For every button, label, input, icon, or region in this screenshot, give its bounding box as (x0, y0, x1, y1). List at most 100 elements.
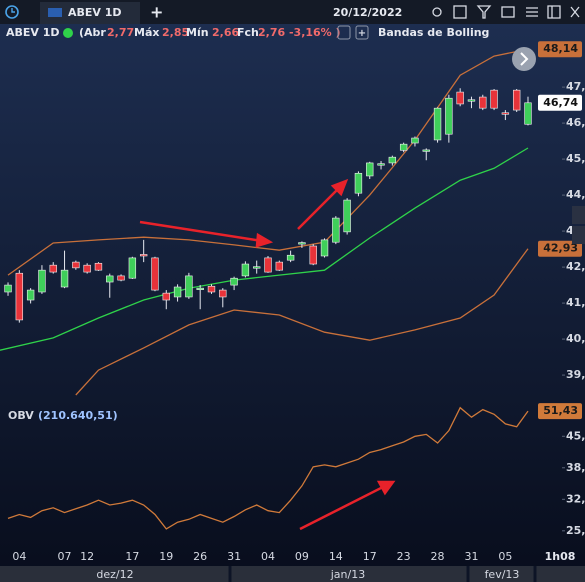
candle-body (128, 257, 137, 279)
scroll-button[interactable] (512, 47, 536, 71)
candle-body (106, 275, 114, 283)
candle-body (490, 89, 498, 109)
panel-subtitle: (210.640,51) (38, 409, 118, 422)
add-button[interactable] (355, 25, 369, 40)
price-tag-label: 51,43 (543, 404, 578, 417)
candle-body (377, 163, 385, 166)
tab-label: ABEV 1D (68, 6, 122, 19)
candle-body (512, 89, 521, 111)
candle-body (196, 287, 204, 290)
scroll-chevron (520, 52, 529, 66)
candle-body (173, 286, 182, 298)
candle-body (15, 272, 24, 321)
axis-button[interactable] (572, 226, 585, 244)
x-tick-label: 19 (159, 550, 173, 563)
price-tag (538, 240, 582, 257)
x-tick-label: 23 (397, 550, 411, 563)
y-tick-label: 41,51 (566, 296, 585, 309)
date: 20/12/2022 (333, 6, 402, 19)
x-tick-label: 05 (498, 550, 512, 563)
candle-body (411, 137, 419, 144)
toolbar-icons (432, 5, 580, 19)
candle-body (388, 156, 397, 164)
arrow-head (255, 232, 274, 248)
candle-body (467, 99, 476, 102)
candle-body (332, 217, 340, 243)
candle-body (83, 264, 91, 273)
candle-body (320, 239, 329, 257)
status-dot (63, 28, 73, 38)
y-tick-label: 45,90 (566, 429, 585, 442)
y-tick-label: 47,15 (566, 80, 585, 93)
legend-symbol: ABEV 1D (6, 26, 60, 39)
y-tick-label: 45,27 (566, 152, 585, 165)
screen-icon[interactable] (501, 6, 515, 18)
month-label: fev/13 (485, 568, 520, 581)
month-bar (0, 566, 585, 582)
candle-body (479, 96, 487, 109)
arrow-head (330, 178, 349, 197)
interval: 1h08 (545, 550, 576, 563)
candle-body (38, 269, 46, 293)
menu-icon[interactable] (526, 7, 538, 17)
add-tab[interactable]: + (150, 3, 163, 22)
legend-close-label: Fch (237, 26, 259, 39)
candle-body (185, 275, 193, 298)
arrow-head (376, 480, 396, 496)
x-tick-label: 04 (12, 550, 26, 563)
panel-title: OBV (8, 409, 34, 422)
price-tag-label: 46,74 (543, 96, 578, 109)
x-tick-label: 28 (431, 550, 445, 563)
x-tick-label: 31 (464, 550, 478, 563)
month-label: dez/12 (96, 568, 133, 581)
legend-high-label: Máx (134, 26, 159, 39)
band-line (0, 147, 529, 351)
candle-body (275, 261, 283, 271)
legend-close: 2,76 -3,16% ) (258, 26, 341, 39)
y-tick-label: 40,57 (566, 332, 585, 345)
settings-button[interactable] (337, 25, 351, 40)
candle-body (343, 199, 351, 233)
y-tick-label: 42,45 (566, 260, 585, 273)
candle-body (219, 289, 227, 298)
panel-icon[interactable] (547, 5, 561, 19)
candle-body (264, 257, 272, 273)
candle-body (286, 254, 295, 261)
candle-body (72, 261, 80, 269)
share-icon[interactable] (432, 7, 442, 17)
candle-body (524, 102, 532, 125)
y-tick-label: 46,21 (566, 116, 585, 129)
candle-body (117, 275, 125, 281)
band-line (7, 48, 529, 276)
candle-body (241, 263, 250, 277)
price-tag (538, 94, 582, 111)
x-tick-label: 04 (261, 550, 275, 563)
axis-button[interactable] (572, 206, 585, 224)
arrow (297, 186, 341, 230)
candle-body (501, 112, 510, 115)
y-tick-label: 39,63 (566, 368, 585, 381)
clock-icon[interactable] (5, 5, 19, 19)
candle-body (366, 162, 374, 177)
x-tick-label: 09 (295, 550, 309, 563)
arrows (139, 178, 396, 531)
legend-high: 2,85 (162, 26, 189, 39)
x-tick-label: 17 (363, 550, 377, 563)
tab[interactable] (40, 2, 140, 24)
add-button-plus: + (358, 28, 366, 39)
layout-icon[interactable] (453, 5, 467, 19)
filter-icon[interactable] (476, 5, 492, 19)
candle-body (354, 172, 363, 194)
price-tag (538, 41, 582, 58)
candle-body (139, 254, 148, 257)
close-icon[interactable] (570, 6, 580, 18)
clock-hand (11, 8, 15, 13)
price-tag-label: 48,14 (543, 42, 578, 55)
candle-body (4, 284, 12, 293)
candle-body (445, 97, 453, 135)
y-tick-label: 32,07 (566, 492, 585, 505)
price-tag-label: 42,93 (543, 242, 578, 255)
candle-body (94, 262, 103, 271)
candle-body (422, 149, 430, 152)
